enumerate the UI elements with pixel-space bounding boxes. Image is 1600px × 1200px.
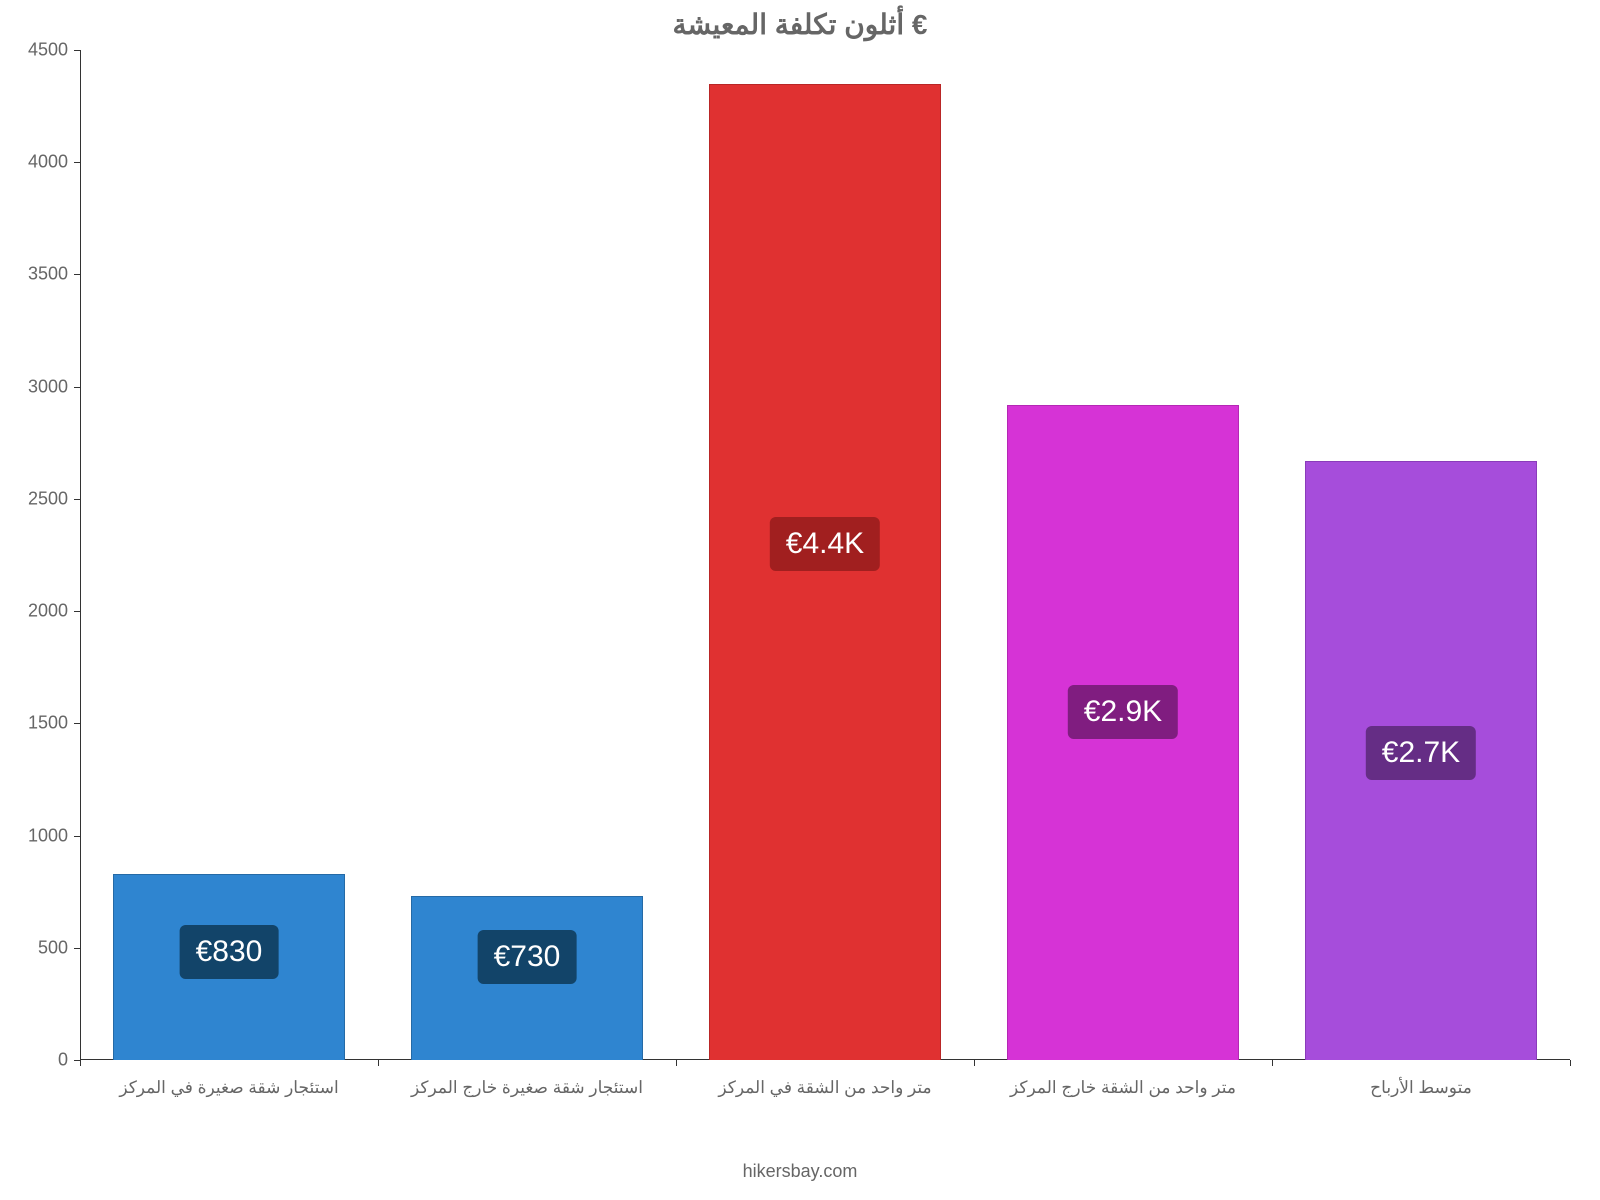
bar-value-badge: €2.9K bbox=[1068, 685, 1178, 739]
chart-title: أثلون تكلفة المعيشة € bbox=[0, 8, 1600, 41]
y-axis-line bbox=[80, 50, 81, 1060]
x-axis-label: استئجار شقة صغيرة في المركز bbox=[119, 1078, 338, 1098]
y-tick-label: 4000 bbox=[28, 152, 68, 173]
x-axis-label: استئجار شقة صغيرة خارج المركز bbox=[411, 1078, 643, 1098]
x-tick-mark bbox=[676, 1060, 677, 1066]
y-tick-mark bbox=[74, 499, 80, 500]
bar-value-badge: €730 bbox=[478, 930, 577, 984]
bar bbox=[709, 84, 941, 1060]
y-tick-mark bbox=[74, 387, 80, 388]
x-axis-label: متر واحد من الشقة في المركز bbox=[718, 1078, 931, 1098]
chart-container: أثلون تكلفة المعيشة € 050010001500200025… bbox=[0, 0, 1600, 1200]
y-tick-label: 2500 bbox=[28, 488, 68, 509]
y-tick-label: 4500 bbox=[28, 40, 68, 61]
y-tick-label: 3500 bbox=[28, 264, 68, 285]
x-axis-label: متر واحد من الشقة خارج المركز bbox=[1010, 1078, 1236, 1098]
x-tick-mark bbox=[974, 1060, 975, 1066]
y-tick-mark bbox=[74, 162, 80, 163]
x-tick-mark bbox=[1272, 1060, 1273, 1066]
y-tick-label: 0 bbox=[58, 1050, 68, 1071]
x-tick-mark bbox=[378, 1060, 379, 1066]
y-tick-mark bbox=[74, 50, 80, 51]
y-tick-mark bbox=[74, 274, 80, 275]
y-tick-mark bbox=[74, 836, 80, 837]
y-tick-mark bbox=[74, 611, 80, 612]
x-tick-mark bbox=[80, 1060, 81, 1066]
y-tick-mark bbox=[74, 723, 80, 724]
y-tick-mark bbox=[74, 948, 80, 949]
y-tick-label: 500 bbox=[38, 937, 68, 958]
chart-footer: hikersbay.com bbox=[0, 1161, 1600, 1182]
y-tick-label: 1500 bbox=[28, 713, 68, 734]
y-tick-label: 3000 bbox=[28, 376, 68, 397]
y-tick-label: 2000 bbox=[28, 601, 68, 622]
bar-value-badge: €2.7K bbox=[1366, 726, 1476, 780]
y-tick-label: 1000 bbox=[28, 825, 68, 846]
bar-value-badge: €4.4K bbox=[770, 517, 880, 571]
bar-value-badge: €830 bbox=[180, 925, 279, 979]
x-axis-label: متوسط الأرباح bbox=[1370, 1078, 1472, 1098]
plot-area: 050010001500200025003000350040004500€830… bbox=[80, 50, 1570, 1060]
x-tick-mark bbox=[1570, 1060, 1571, 1066]
